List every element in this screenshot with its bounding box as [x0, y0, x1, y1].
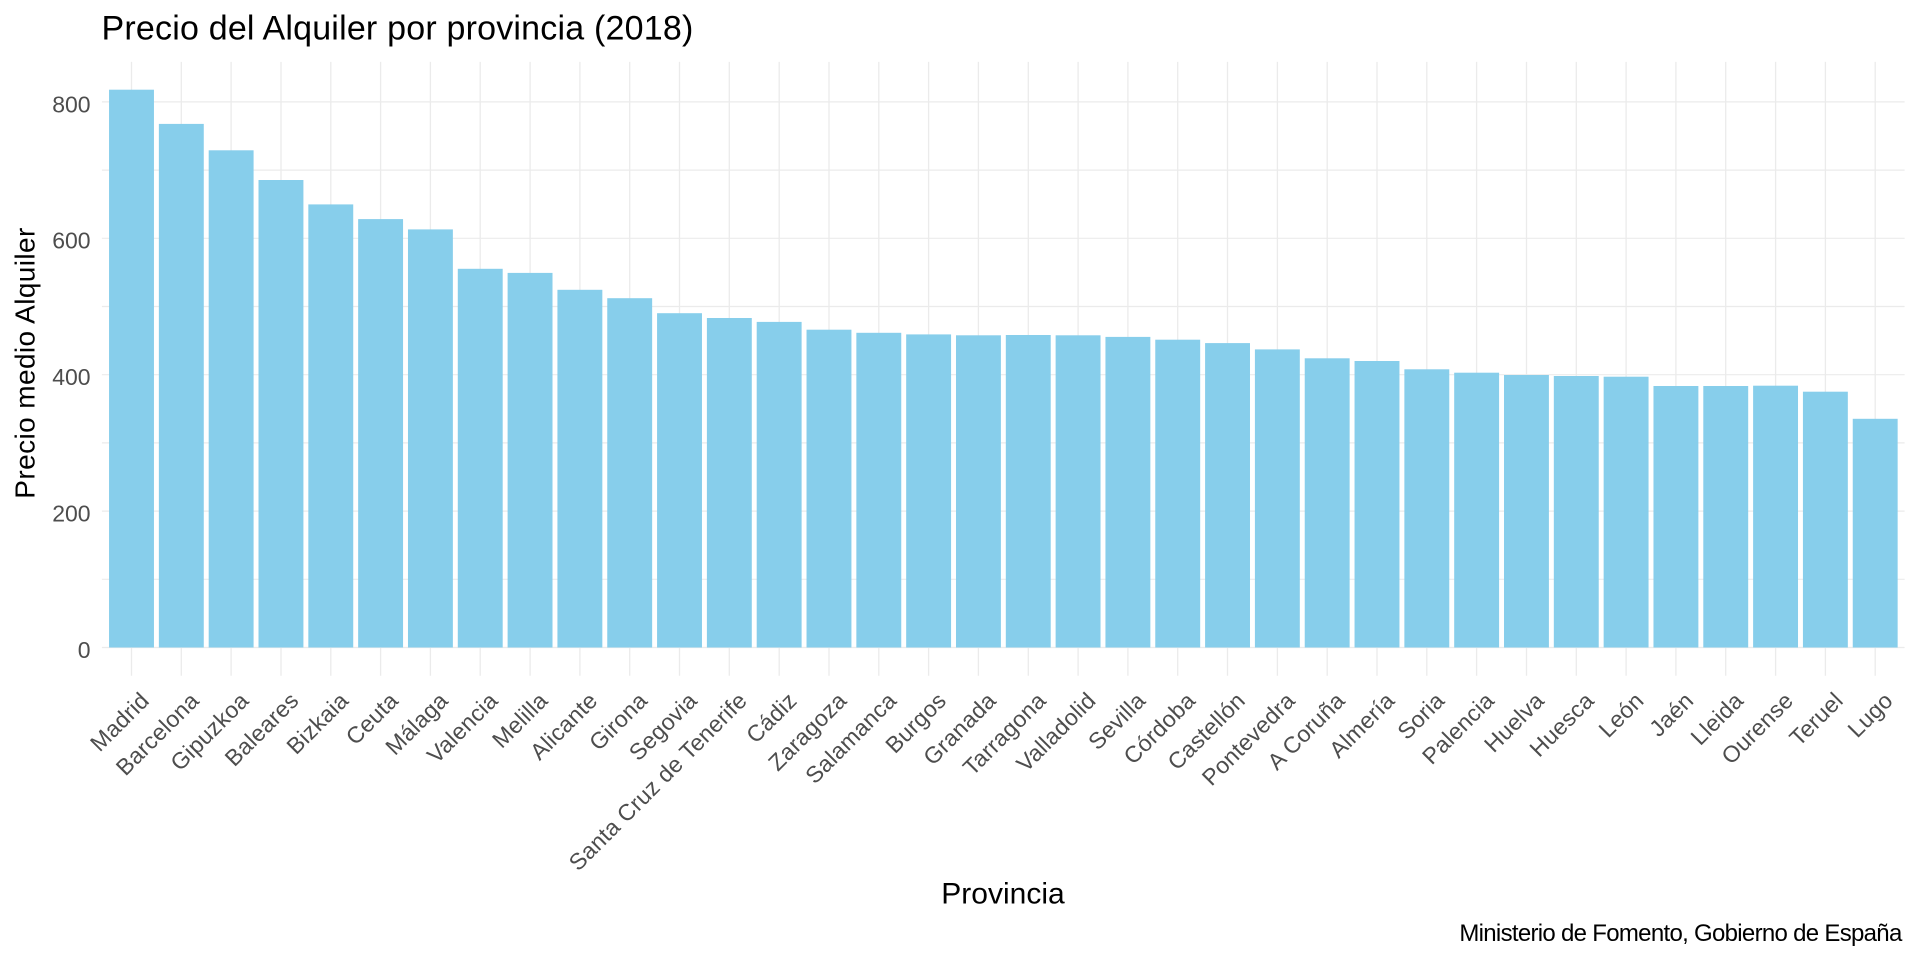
svg-text:600: 600 — [52, 228, 90, 254]
svg-text:Ministerio de Fomento, Gobiern: Ministerio de Fomento, Gobierno de Españ… — [1459, 920, 1903, 947]
svg-text:Precio del Alquiler por provin: Precio del Alquiler por provincia (2018) — [102, 10, 694, 48]
svg-text:200: 200 — [52, 501, 90, 527]
svg-text:800: 800 — [52, 91, 90, 117]
svg-text:400: 400 — [52, 364, 90, 390]
svg-text:Precio medio Alquiler: Precio medio Alquiler — [10, 227, 41, 498]
svg-text:0: 0 — [78, 637, 91, 663]
svg-text:Provincia: Provincia — [941, 877, 1065, 910]
